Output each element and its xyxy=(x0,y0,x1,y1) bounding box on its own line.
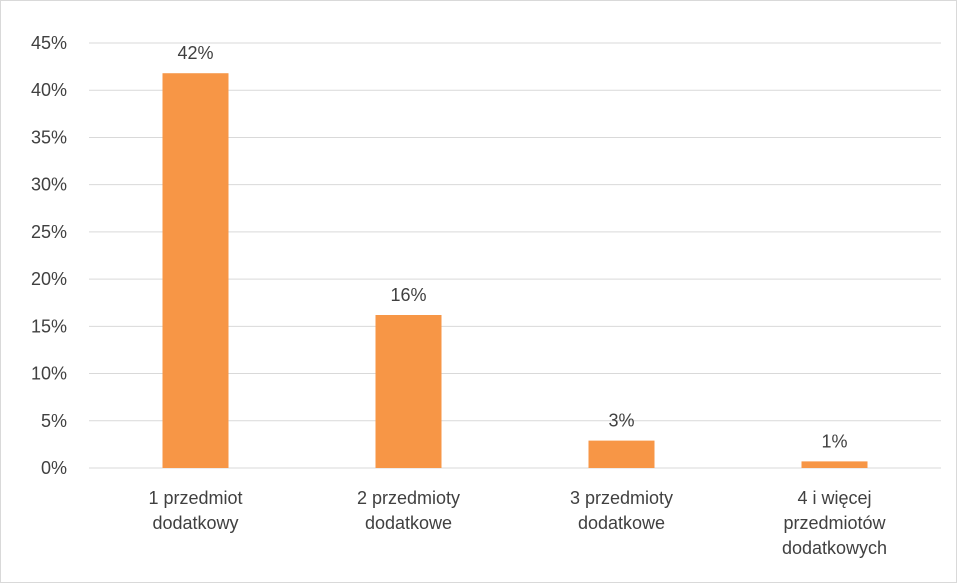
data-label: 3% xyxy=(608,411,634,431)
bar xyxy=(801,461,868,468)
category-label-line: 2 przedmioty xyxy=(357,488,460,508)
y-tick-label: 40% xyxy=(31,80,67,100)
category-label-line: 3 przedmioty xyxy=(570,488,673,508)
gridlines xyxy=(89,42,941,469)
category-label: 3 przedmioty dodatkowe xyxy=(570,488,673,533)
data-labels: 42% 16% 3% 1% xyxy=(177,43,847,451)
category-label: 2 przedmioty dodatkowe xyxy=(357,488,460,533)
y-tick-label: 45% xyxy=(31,33,67,53)
bars xyxy=(162,73,868,468)
category-label-line: 4 i więcej xyxy=(797,488,871,508)
bar xyxy=(588,440,655,468)
y-tick-label: 5% xyxy=(41,411,67,431)
data-label: 42% xyxy=(177,43,213,63)
data-label: 1% xyxy=(821,431,847,451)
x-axis-category-labels: 1 przedmiot dodatkowy 2 przedmioty dodatkow… xyxy=(148,488,887,558)
y-tick-label: 10% xyxy=(31,364,67,384)
category-label-line: dodatkowe xyxy=(578,513,665,533)
category-label: 1 przedmiot dodatkowy xyxy=(148,488,242,533)
category-label-line: przedmiotów xyxy=(783,513,886,533)
data-label: 16% xyxy=(390,285,426,305)
category-label-line: 1 przedmiot xyxy=(148,488,242,508)
category-label-line: dodatkowe xyxy=(365,513,452,533)
y-tick-label: 30% xyxy=(31,175,67,195)
category-label-line: dodatkowych xyxy=(782,538,887,558)
y-tick-label: 0% xyxy=(41,458,67,478)
y-tick-label: 35% xyxy=(31,127,67,147)
y-tick-label: 15% xyxy=(31,316,67,336)
bar xyxy=(162,73,229,468)
category-label-line: dodatkowy xyxy=(152,513,238,533)
y-tick-label: 25% xyxy=(31,222,67,242)
y-axis-tick-labels: 0% 5% 10% 15% 20% 25% 30% 35% 40% 45% xyxy=(31,33,67,478)
bar xyxy=(375,315,442,468)
category-label: 4 i więcej przedmiotów dodatkowych xyxy=(782,488,887,558)
y-tick-label: 20% xyxy=(31,269,67,289)
